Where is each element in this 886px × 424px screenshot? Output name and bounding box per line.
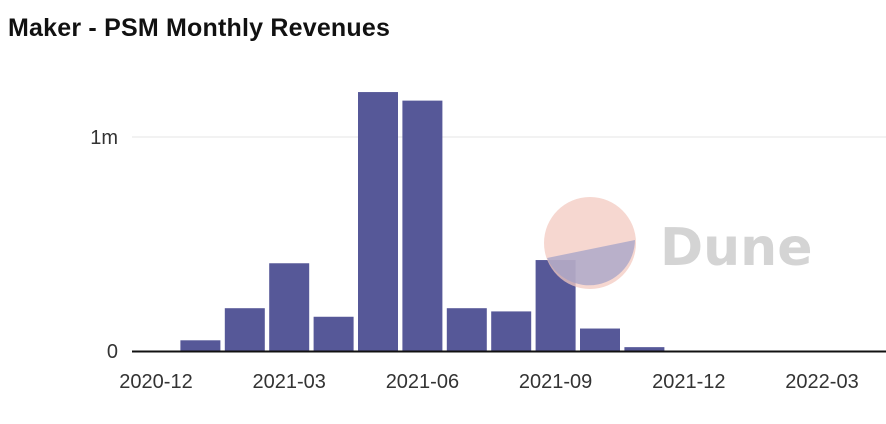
y-tick-label: 1m <box>90 127 118 149</box>
x-tick-labels: 2020-12 2021-03 2021-06 2021-09 2021-12 2022-… <box>119 371 858 393</box>
bars <box>180 92 665 352</box>
bar-2021-03[interactable] <box>269 263 310 351</box>
bar-2021-08[interactable] <box>491 311 532 351</box>
x-tick-label: 2021-06 <box>386 371 459 393</box>
bar-2021-05[interactable] <box>358 92 398 351</box>
y-tick-label: 0 <box>107 341 118 363</box>
bar-2021-07[interactable] <box>446 308 487 351</box>
bar-2021-11[interactable] <box>624 347 665 351</box>
bar-2021-02[interactable] <box>224 308 265 351</box>
bar-2021-10[interactable] <box>580 328 620 351</box>
x-tick-label: 2021-12 <box>652 371 725 393</box>
x-tick-label: 2021-09 <box>519 371 592 393</box>
bar-2021-06[interactable] <box>402 100 443 352</box>
chart-title: Maker - PSM Monthly Revenues <box>8 14 391 42</box>
x-tick-label: 2022-03 <box>785 371 858 393</box>
bar-2021-01[interactable] <box>180 340 221 351</box>
x-tick-label: 2020-12 <box>119 371 192 393</box>
x-tick-label: 2021-03 <box>252 371 325 393</box>
bar-2021-04[interactable] <box>313 316 354 351</box>
dune-logo-shade <box>547 240 635 286</box>
dune-watermark-text: Dune <box>660 218 812 278</box>
dune-watermark: Dune <box>544 197 812 289</box>
y-tick-labels: 0 1m <box>90 127 118 363</box>
